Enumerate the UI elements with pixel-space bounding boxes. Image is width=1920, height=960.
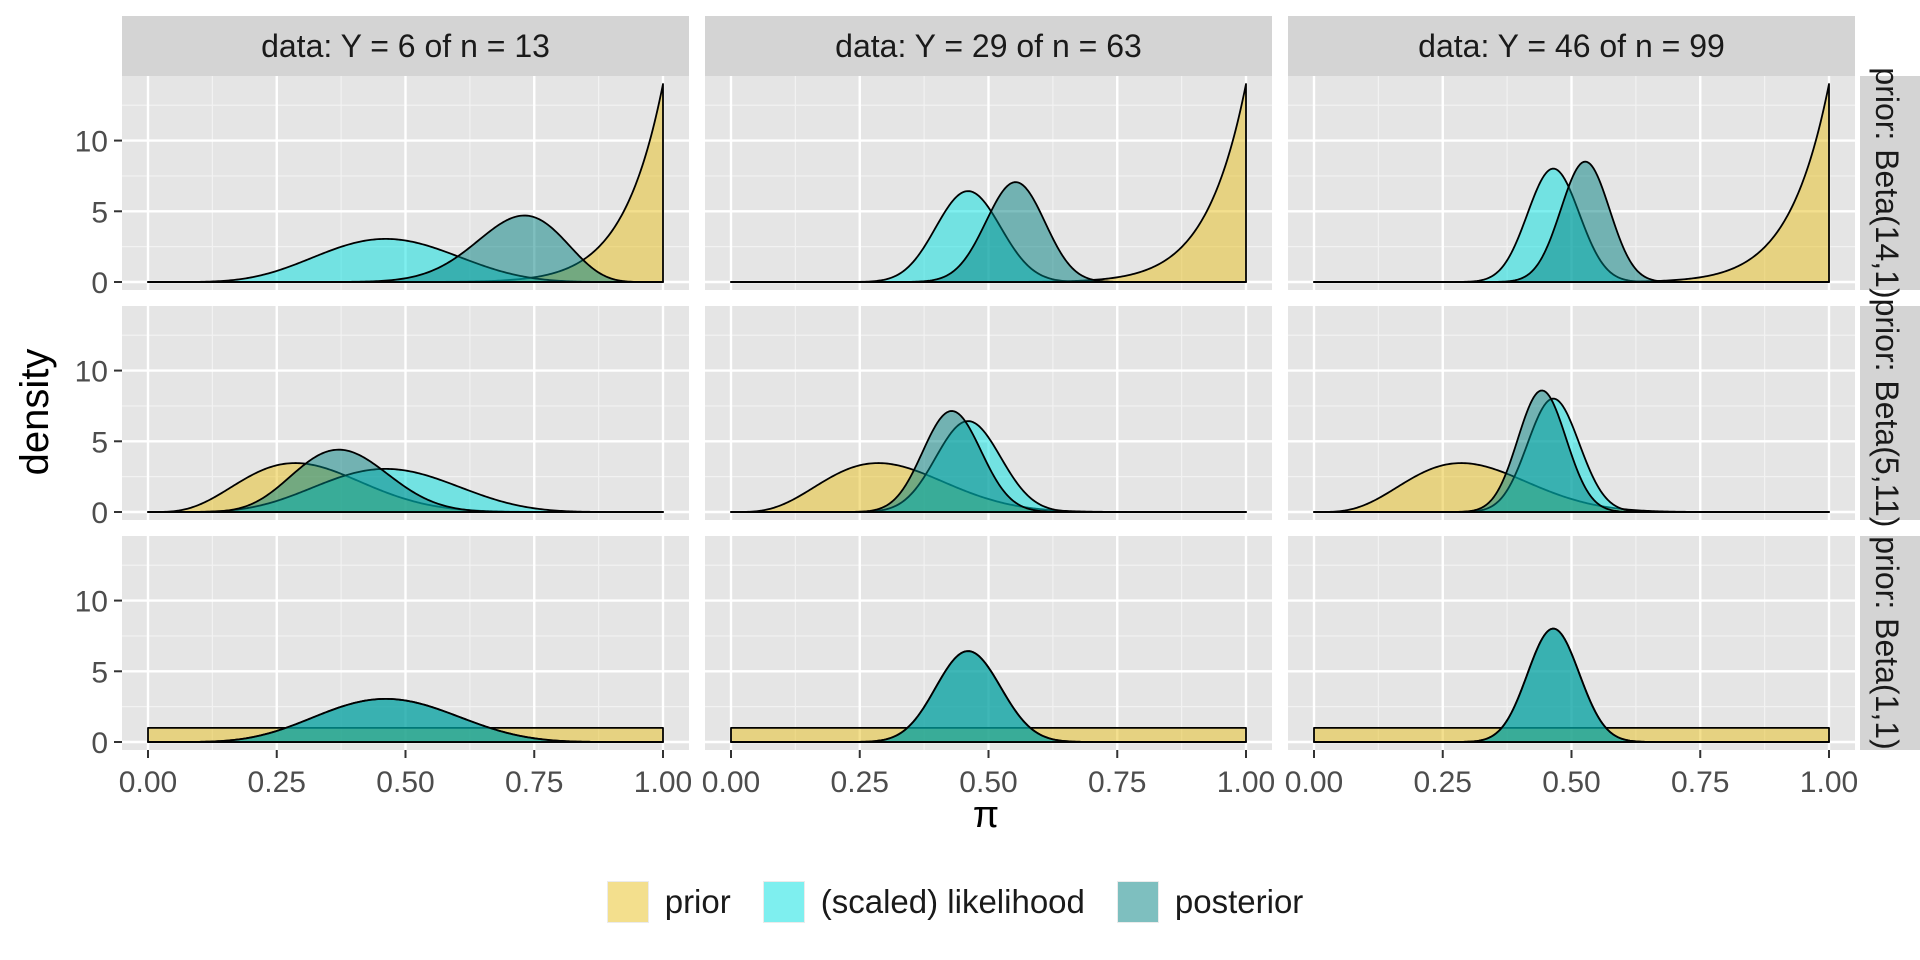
panel-r3-c1 [122,536,689,750]
legend-key-likelihood [762,881,805,923]
row-strips: prior: Beta(14,1)prior: Beta(5,11) prior:… [1860,67,1920,750]
posterior-area [147,698,664,743]
posterior-area [730,650,1247,743]
panel-r2-c3 [1288,306,1855,520]
posterior-area [1313,389,1830,513]
y-axis-title: density [13,349,57,476]
legend-label-posterior: posterior [1174,883,1304,920]
column-strip [122,16,689,76]
x-tick-label: 1.00 [1217,766,1275,799]
x-tick-label: 0.75 [1671,766,1729,799]
posterior-area [730,410,1247,513]
x-axis-title: π [973,794,999,836]
row-strip [1860,306,1920,520]
y-tick-label: 5 [91,656,108,689]
y-tick-label: 0 [91,497,108,530]
x-tick-label: 0.00 [1285,766,1343,799]
row-strip-label: prior: Beta(5,11) [1869,299,1905,528]
x-tick-label: 0.25 [1414,766,1472,799]
legend-item-posterior: posterior [1116,881,1313,923]
y-tick-label: 10 [75,356,108,389]
row-strip [1860,536,1920,750]
y-tick-label: 10 [75,586,108,619]
y-tick-label: 10 [75,126,108,159]
column-strip-label: data: Y = 29 of n = 63 [835,28,1142,64]
x-tick-label: 0.50 [959,766,1017,799]
posterior-area [1313,627,1830,743]
legend-key-prior [606,881,649,923]
y-tick-label: 0 [91,267,108,300]
panel-r3-c2 [705,536,1272,750]
panel-r3-c3 [1288,536,1855,750]
legend-item-prior: prior [606,881,741,923]
x-tick-label: 0.50 [1542,766,1600,799]
column-strip-label: data: Y = 6 of n = 13 [261,28,550,64]
legend-key-posterior [1116,881,1159,923]
posterior-area [1313,160,1830,283]
x-tick-label: 0.75 [1088,766,1146,799]
column-strip [1288,16,1855,76]
y-tick-label: 5 [91,426,108,459]
x-tick-label: 0.50 [376,766,434,799]
x-tick-label: 1.00 [1800,766,1858,799]
legend-label-likelihood: (scaled) likelihood [820,883,1085,920]
x-tick-label: 0.25 [248,766,306,799]
x-tick-label: 0.75 [505,766,563,799]
panel-r1-c2 [705,76,1272,290]
x-tick-label: 0.00 [702,766,760,799]
column-strip-label: data: Y = 46 of n = 99 [1418,28,1725,64]
legend-label-prior: prior [664,883,731,920]
y-tick-label: 0 [91,727,108,760]
posterior-area [147,448,664,513]
panel-r1-c1 [122,76,689,290]
posterior-area [147,214,664,283]
legend-item-likelihood: (scaled) likelihood [762,881,1095,923]
posterior-area [730,181,1247,283]
panel-r1-c3 [1288,76,1855,290]
panel-r2-c1 [122,306,689,520]
panel-r2-c2 [705,306,1272,520]
row-strip [1860,76,1920,290]
legend: prior (scaled) likelihood posterior [0,872,1920,932]
x-tick-label: 0.25 [831,766,889,799]
y-tick-label: 5 [91,196,108,229]
row-strip-label: prior: Beta(1,1) [1869,536,1905,749]
column-strip [705,16,1272,76]
row-strip-label: prior: Beta(14,1) [1869,67,1905,298]
x-tick-label: 0.00 [119,766,177,799]
x-tick-label: 1.00 [634,766,692,799]
